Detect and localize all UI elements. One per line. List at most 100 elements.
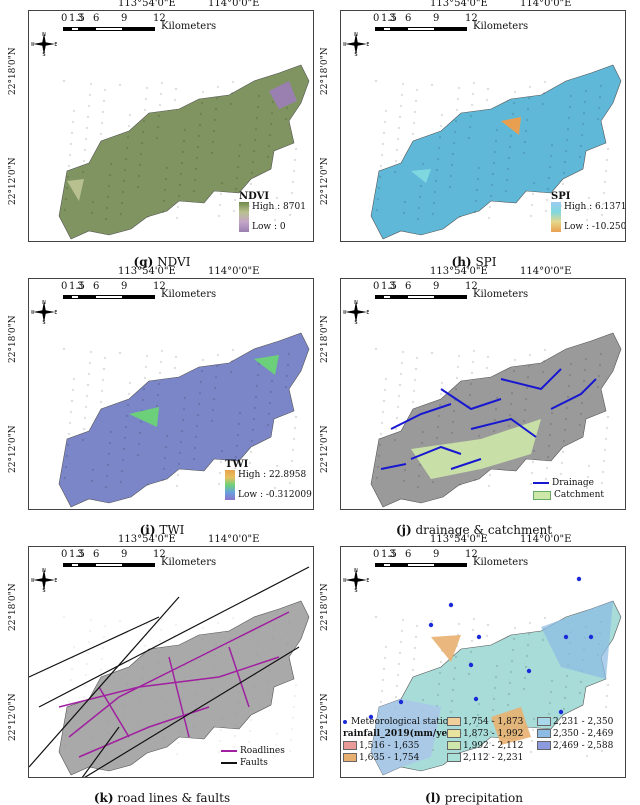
scale-segment: [63, 27, 71, 31]
texture-dot: [161, 478, 165, 482]
texture-dot: [456, 365, 460, 369]
texture-dot: [510, 391, 514, 395]
texture-dot: [155, 672, 159, 676]
compass-s-label: S: [42, 588, 45, 593]
legend-class-item: 2,231 - 2,350: [537, 717, 613, 727]
texture-dot: [165, 166, 169, 170]
texture-dot: [70, 399, 74, 403]
scale-segment: [71, 295, 79, 299]
texture-dot: [139, 152, 143, 156]
texture-dot: [65, 454, 69, 458]
texture-dot: [399, 104, 403, 108]
compass-n-label: N: [42, 300, 46, 306]
longitude-label: 114°0'0"E: [520, 0, 572, 9]
texture-dot: [542, 91, 546, 95]
texture-dot: [419, 184, 423, 188]
texture-dot: [529, 482, 533, 486]
longitude-label: 114°0'0"E: [208, 0, 260, 9]
texture-dot: [89, 618, 93, 622]
texture-dot: [470, 371, 474, 375]
texture-dot: [89, 82, 93, 86]
compass-n-label: N: [42, 568, 46, 574]
texture-dot: [118, 83, 122, 87]
texture-dot: [587, 464, 591, 468]
texture-dot: [512, 369, 516, 373]
texture-dot: [529, 750, 533, 754]
compass-icon: N S E W: [30, 31, 58, 58]
latitude-label: 22°18'0"N: [8, 583, 18, 631]
texture-dot: [476, 713, 480, 717]
texture-dot: [560, 193, 564, 197]
texture-dot: [230, 359, 234, 363]
texture-dot: [436, 157, 440, 161]
scale-segment: [123, 563, 155, 567]
texture-dot: [89, 350, 93, 354]
legend: NDVI High : 8701 Low : 0: [239, 191, 306, 232]
texture-dot: [587, 196, 591, 200]
texture-dot: [200, 101, 204, 105]
texture-dot: [294, 147, 298, 151]
texture-dot: [413, 378, 417, 382]
texture-dot: [273, 218, 277, 222]
texture-dot: [127, 392, 131, 396]
texture-dot: [90, 747, 94, 751]
texture-dot: [450, 163, 454, 167]
scale-tick-label: 3: [389, 13, 396, 24]
texture-dot: [561, 450, 565, 454]
texture-dot: [231, 616, 235, 620]
texture-dot: [528, 85, 532, 89]
texture-dot: [175, 752, 179, 756]
texture-dot: [108, 441, 112, 445]
texture-dot: [414, 635, 418, 639]
texture-dot: [182, 407, 186, 411]
texture-dot: [530, 471, 534, 475]
texture-dot: [158, 103, 162, 107]
texture-dot: [512, 637, 516, 641]
compass-e-label: E: [54, 578, 57, 584]
caption-text: precipitation: [444, 791, 523, 805]
texture-dot: [584, 357, 588, 361]
texture-dot: [201, 358, 205, 362]
texture-dot: [509, 134, 513, 138]
texture-dot: [568, 373, 572, 377]
scale-segment: [391, 27, 407, 31]
caption-text: TWI: [159, 523, 185, 537]
texture-dot: [379, 432, 383, 436]
texture-dot: [219, 728, 223, 732]
texture-dot: [474, 735, 478, 739]
texture-dot: [542, 359, 546, 363]
texture-dot: [383, 120, 387, 124]
texture-dot: [605, 426, 609, 430]
texture-dot: [451, 688, 455, 692]
texture-dot: [601, 738, 605, 742]
texture-dot: [257, 630, 261, 634]
texture-dot: [544, 209, 548, 213]
texture-dot: [601, 470, 605, 474]
legend-color-ramp: [551, 202, 561, 232]
texture-dot: [82, 159, 86, 163]
texture-dot: [511, 112, 515, 116]
texture-dot: [545, 466, 549, 470]
texture-dot: [102, 99, 106, 103]
texture-dot: [99, 132, 103, 136]
compass-w-label: W: [31, 310, 35, 316]
texture-dot: [160, 349, 164, 353]
texture-dot: [604, 169, 608, 173]
texture-dot: [598, 363, 602, 367]
texture-dot: [218, 739, 222, 743]
spi-patch: [411, 169, 431, 183]
texture-dot: [290, 191, 294, 195]
texture-dot: [599, 84, 603, 88]
texture-dot: [477, 434, 481, 438]
texture-dot: [489, 730, 493, 734]
texture-dot: [196, 413, 200, 417]
texture-dot: [237, 690, 241, 694]
texture-dot: [121, 458, 125, 462]
texture-dot: [229, 102, 233, 106]
texture-dot: [124, 157, 128, 161]
texture-dot: [510, 659, 514, 663]
legend-item: Roadlines: [221, 745, 285, 757]
texture-dot: [270, 647, 274, 651]
map-panel: 113°54'0"E 114°0'0"E 22°18'0"N 22°12'0"N N S E…: [320, 266, 626, 537]
texture-dot: [85, 394, 89, 398]
